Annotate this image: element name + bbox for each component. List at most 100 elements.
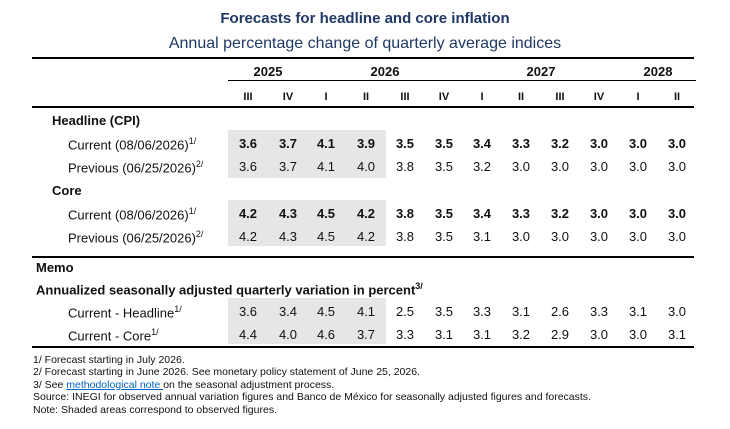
value-cell-core-current: 4.3 — [278, 206, 298, 221]
value-cell-core-current: 3.0 — [589, 206, 609, 221]
quarter-label: III — [243, 91, 253, 103]
value-cell-memo-headline: 3.1 — [628, 304, 648, 319]
quarter-label: IV — [282, 91, 294, 103]
shading-note: Note: Shaded areas correspond to observe… — [33, 403, 277, 416]
year-label: 2027 — [526, 64, 556, 79]
row-label-core-previous: Previous (06/25/2026)2/ — [68, 229, 203, 245]
value-cell-headline-current: 3.7 — [278, 136, 298, 151]
value-cell-memo-headline: 3.3 — [472, 304, 492, 319]
footnote-2: 2/ Forecast starting in June 2026. See m… — [33, 366, 420, 379]
row-label-memo-headline: Current - Headline1/ — [68, 304, 182, 320]
value-cell-memo-core: 4.4 — [238, 327, 258, 342]
value-cell-headline-previous: 3.0 — [589, 159, 609, 174]
row-label-text: Current - Headline — [68, 305, 175, 321]
footnote-ref: 2/ — [195, 229, 204, 239]
year-label: 2026 — [370, 64, 400, 79]
value-cell-memo-headline: 2.6 — [550, 304, 570, 319]
footnote-ref: 1/ — [174, 304, 182, 314]
value-cell-core-previous: 3.0 — [511, 229, 531, 244]
memo-subtitle-text: Annualized seasonally adjusted quarterly… — [36, 282, 416, 298]
row-label-text: Current - Core — [68, 328, 152, 344]
row-label-core-current: Current (08/06/2026)1/ — [68, 206, 196, 222]
value-cell-core-current: 3.5 — [434, 206, 454, 221]
quarter-label: I — [324, 91, 328, 103]
value-cell-headline-previous: 3.0 — [628, 159, 648, 174]
bottom-rule — [32, 346, 694, 348]
quarter-label: II — [362, 91, 370, 103]
value-cell-headline-current: 3.3 — [511, 136, 531, 151]
value-cell-memo-core: 3.1 — [434, 327, 454, 342]
top-rule — [32, 57, 694, 59]
value-cell-headline-previous: 4.1 — [316, 159, 336, 174]
year-label: 2025 — [253, 64, 283, 79]
value-cell-headline-previous: 3.0 — [511, 159, 531, 174]
value-cell-headline-previous: 3.0 — [550, 159, 570, 174]
memo-title: Memo — [36, 260, 74, 275]
value-cell-core-previous: 4.2 — [356, 229, 376, 244]
quarter-label: I — [480, 91, 484, 103]
value-cell-core-previous: 3.0 — [628, 229, 648, 244]
row-label-headline-current: Current (08/06/2026)1/ — [68, 136, 196, 152]
value-cell-core-current: 4.5 — [316, 206, 336, 221]
value-cell-core-previous: 4.5 — [316, 229, 336, 244]
footnote-ref: 3/ — [415, 281, 423, 291]
value-cell-memo-core: 4.6 — [316, 327, 336, 342]
value-cell-memo-core: 3.7 — [356, 327, 376, 342]
value-cell-core-previous: 4.3 — [278, 229, 298, 244]
row-label-memo-core: Current - Core1/ — [68, 327, 159, 343]
quarter-label: II — [517, 91, 525, 103]
quarter-label: III — [400, 91, 410, 103]
memo-rule — [32, 256, 694, 258]
value-cell-memo-core: 3.2 — [511, 327, 531, 342]
footnote-ref: 1/ — [188, 206, 197, 216]
value-cell-headline-previous: 3.5 — [434, 159, 454, 174]
value-cell-memo-core: 4.0 — [278, 327, 298, 342]
footnote-3-suffix: on the seasonal adjustment process. — [163, 378, 335, 391]
source-note: Source: INEGI for observed annual variat… — [33, 391, 591, 404]
footnote-ref: 1/ — [188, 136, 197, 146]
footnote-ref: 1/ — [151, 327, 159, 337]
value-cell-headline-previous: 4.0 — [356, 159, 376, 174]
row-label-text: Previous (06/25/2026) — [68, 230, 196, 246]
value-cell-memo-core: 3.0 — [589, 327, 609, 342]
observed-shade-memo — [228, 298, 386, 344]
value-cell-core-previous: 3.0 — [550, 229, 570, 244]
value-cell-headline-current: 3.9 — [356, 136, 376, 151]
memo-subtitle: Annualized seasonally adjusted quarterly… — [36, 281, 423, 297]
value-cell-headline-current: 3.5 — [395, 136, 415, 151]
value-cell-memo-headline: 4.5 — [316, 304, 336, 319]
value-cell-core-current: 3.2 — [550, 206, 570, 221]
quarter-label: IV — [438, 91, 450, 103]
value-cell-core-previous: 3.0 — [589, 229, 609, 244]
table-title: Forecasts for headline and core inflatio… — [220, 10, 510, 27]
observed-shade-core — [228, 200, 386, 246]
value-cell-core-current: 3.8 — [395, 206, 415, 221]
value-cell-headline-current: 3.4 — [472, 136, 492, 151]
methodological-note-link[interactable]: methodological note — [66, 378, 164, 391]
row-label-headline-previous: Previous (06/25/2026)2/ — [68, 159, 203, 175]
value-cell-headline-previous: 3.0 — [667, 159, 687, 174]
year-underline — [620, 80, 696, 81]
quarter-label: II — [673, 91, 681, 103]
value-cell-core-current: 4.2 — [238, 206, 258, 221]
value-cell-headline-current: 3.0 — [667, 136, 687, 151]
value-cell-memo-headline: 3.4 — [278, 304, 298, 319]
value-cell-headline-current: 3.6 — [238, 136, 258, 151]
quarter-label: III — [555, 91, 565, 103]
value-cell-memo-headline: 3.5 — [434, 304, 454, 319]
value-cell-core-previous: 3.1 — [472, 229, 492, 244]
value-cell-headline-current: 3.0 — [628, 136, 648, 151]
quarter-label: IV — [593, 91, 605, 103]
footnotes: 1/ Forecast starting in July 2026. 2/ Fo… — [33, 354, 591, 416]
value-cell-core-current: 4.2 — [356, 206, 376, 221]
value-cell-memo-headline: 3.1 — [511, 304, 531, 319]
value-cell-memo-headline: 3.6 — [238, 304, 258, 319]
year-underline — [463, 80, 620, 81]
value-cell-memo-headline: 3.0 — [667, 304, 687, 319]
quarter-label: I — [636, 91, 640, 103]
row-label-text: Previous (06/25/2026) — [68, 160, 196, 176]
value-cell-memo-core: 3.3 — [395, 327, 415, 342]
value-cell-headline-previous: 3.7 — [278, 159, 298, 174]
observed-shade-headline — [228, 130, 386, 178]
value-cell-core-previous: 3.0 — [667, 229, 687, 244]
